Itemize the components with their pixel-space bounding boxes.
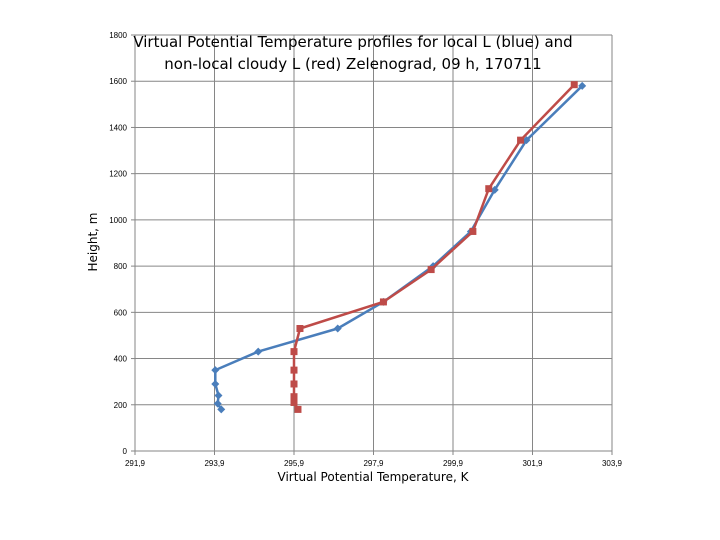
red-data-point [290,348,298,356]
grid [135,34,613,451]
y-axis-label: Height, m [86,213,100,272]
red-data-point [296,325,304,333]
red-data-point [290,393,298,401]
y-tick-label: 200 [114,401,128,410]
x-tick-label: 303,9 [602,459,623,468]
blue-data-point [333,324,342,333]
x-axis-label: Virtual Potential Temperature, K [278,470,470,484]
y-tick-label: 1800 [109,31,127,40]
red-data-point [290,366,298,374]
y-tick-label: 1400 [109,123,127,132]
x-tick-label: 301,9 [522,459,543,468]
y-tick-label: 1000 [109,216,127,225]
red-data-point [290,398,298,406]
chart-title-line-2: non-local cloudy L (red) Zelenograd, 09 … [164,55,541,73]
blue-data-point [578,81,587,90]
x-tick-label: 291,9 [125,459,146,468]
red-data-point [427,266,435,274]
red-data-point [469,227,477,235]
blue-data-point [211,366,220,375]
red-data-point [294,405,302,413]
red-data-point [517,136,525,144]
y-tick-label: 0 [123,447,128,456]
x-tick-label: 299,9 [443,459,464,468]
y-tick-label: 600 [114,308,128,317]
x-tick-label: 293,9 [204,459,225,468]
blue-data-point [213,399,222,408]
red-data-point [570,81,578,89]
x-tick-label: 295,9 [284,459,305,468]
blue-data-point [211,379,220,388]
red-data-point [379,298,387,306]
y-tick-label: 1200 [109,170,127,179]
chart-title-line-1: Virtual Potential Temperature profiles f… [133,33,572,51]
blue-data-point [490,185,499,194]
series [211,81,587,414]
axes [131,34,613,455]
y-tick-label: 1600 [109,77,127,86]
y-tick-label: 400 [114,355,128,364]
red-data-point [485,185,493,193]
blue-data-point [214,391,223,400]
red-data-point [290,380,298,388]
x-tick-label: 297,9 [363,459,384,468]
blue-data-point [254,347,263,356]
tick-labels: 0 200 400 600 800 1000 1200 1400 1600 1800 291,9 29… [109,31,622,468]
blue-data-point [522,136,531,145]
y-tick-label: 800 [114,262,128,271]
blue-data-point [217,405,226,414]
